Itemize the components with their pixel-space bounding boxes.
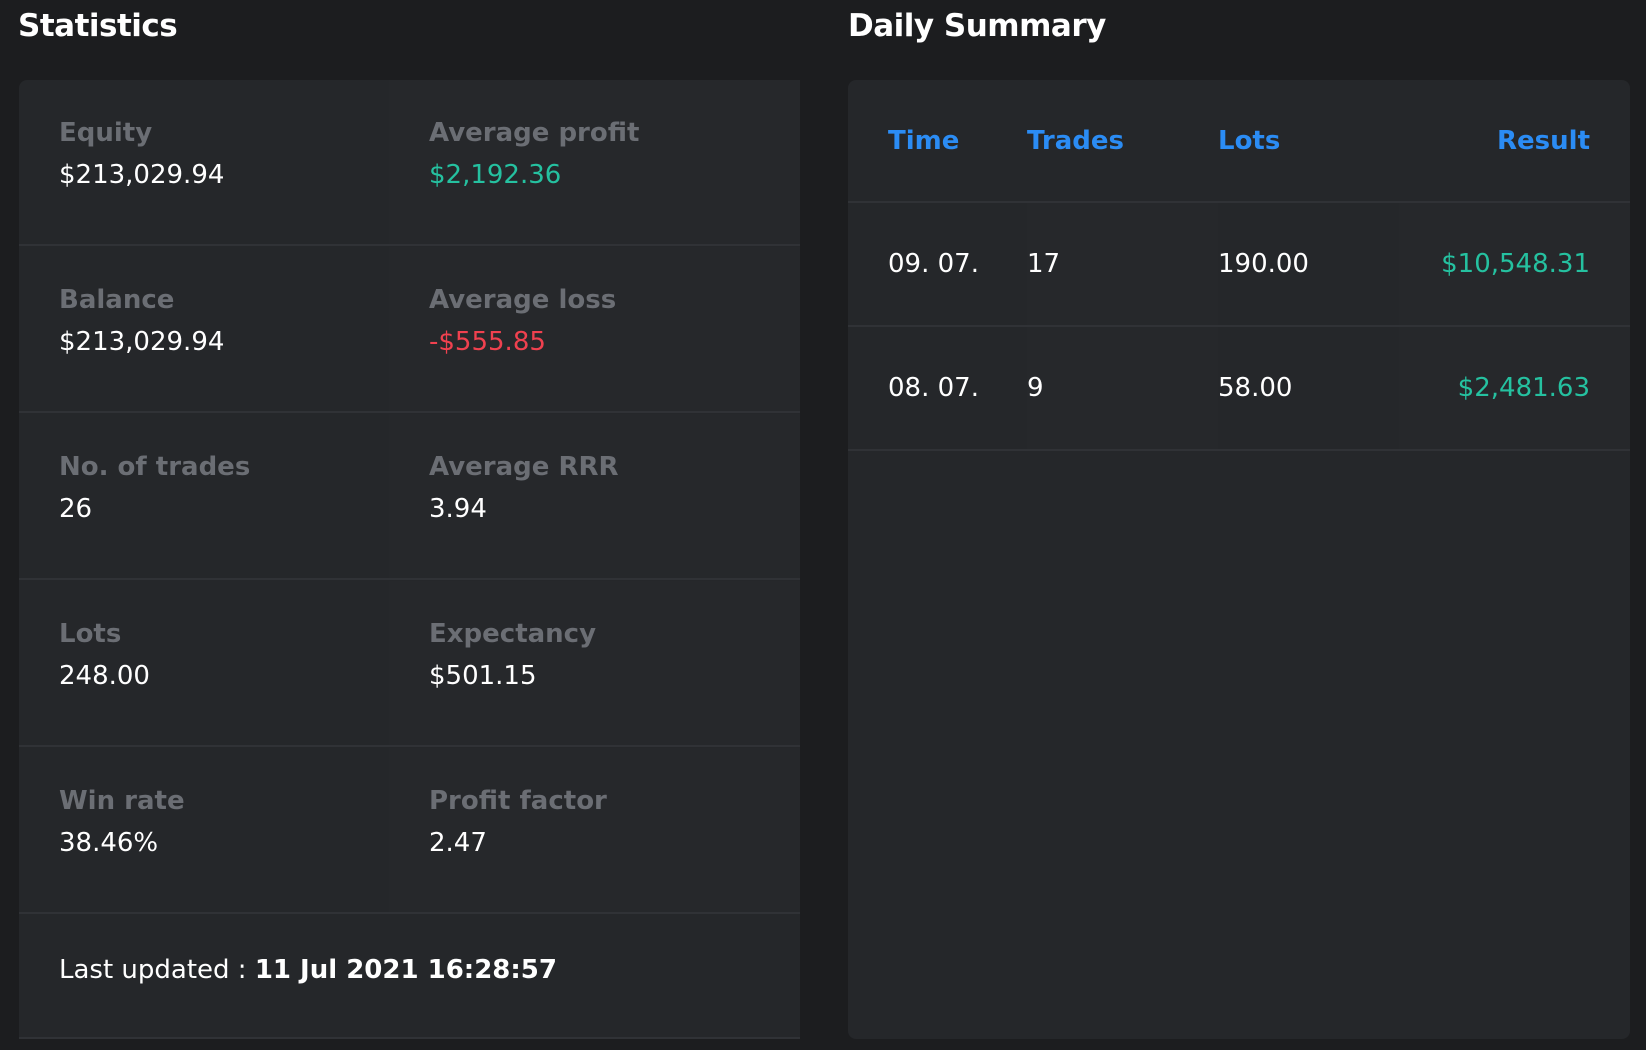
stat-label: Lots: [59, 619, 122, 649]
daily-summary-panel: Time Trades Lots Result 09. 07. 17 190.00 $…: [848, 80, 1630, 1039]
daily-summary-table: Time Trades Lots Result 09. 07. 17 190.00 $…: [848, 80, 1630, 451]
last-updated-label: Last updated :: [59, 955, 255, 985]
stat-label: Average profit: [429, 118, 640, 148]
column-header-lots[interactable]: Lots: [1218, 80, 1399, 203]
stat-row: Balance $213,029.94 Average loss -$555.85: [19, 247, 800, 413]
stat-row: Win rate 38.46% Profit factor 2.47: [19, 748, 800, 914]
stat-no-of-trades: No. of trades 26: [19, 414, 389, 578]
stat-profit-factor: Profit factor 2.47: [389, 748, 800, 912]
cell-trades: 17: [1027, 202, 1218, 327]
stat-balance: Balance $213,029.94: [19, 247, 389, 411]
stat-lots: Lots 248.00: [19, 581, 389, 745]
column-header-result[interactable]: Result: [1399, 80, 1630, 203]
stat-label: Expectancy: [429, 619, 597, 649]
stat-label: Win rate: [59, 786, 185, 816]
stat-equity: Equity $213,029.94: [19, 80, 389, 244]
cell-time: 09. 07.: [848, 202, 1027, 327]
last-updated: Last updated : 11 Jul 2021 16:28:57: [59, 955, 557, 985]
last-updated-value: 11 Jul 2021 16:28:57: [254, 955, 557, 985]
stat-value: 3.94: [429, 494, 487, 524]
cell-trades: 9: [1027, 326, 1218, 451]
stat-label: Balance: [59, 285, 175, 315]
cell-result: $10,548.31: [1399, 202, 1630, 327]
cell-time: 08. 07.: [848, 326, 1027, 451]
stat-value: $501.15: [429, 661, 537, 691]
stat-label: No. of trades: [59, 452, 251, 482]
stat-value: 248.00: [59, 661, 150, 691]
stat-row: Lots 248.00 Expectancy $501.15: [19, 581, 800, 747]
stat-value: $2,192.36: [429, 160, 562, 190]
table-row[interactable]: 09. 07. 17 190.00 $10,548.31: [848, 202, 1630, 327]
cell-lots: 190.00: [1218, 202, 1399, 327]
stat-average-loss: Average loss -$555.85: [389, 247, 800, 411]
stat-value: -$555.85: [429, 327, 546, 357]
stat-value: 26: [59, 494, 93, 524]
stat-value: $213,029.94: [59, 327, 225, 357]
cell-result: $2,481.63: [1399, 326, 1630, 451]
daily-summary-title: Daily Summary: [848, 8, 1106, 44]
table-header-row: Time Trades Lots Result: [848, 80, 1630, 203]
stat-average-profit: Average profit $2,192.36: [389, 80, 800, 244]
stat-value: 38.46%: [59, 828, 159, 858]
column-header-trades[interactable]: Trades: [1027, 80, 1218, 203]
stat-row: No. of trades 26 Average RRR 3.94: [19, 414, 800, 580]
stat-average-rrr: Average RRR 3.94: [389, 414, 800, 578]
table-row[interactable]: 08. 07. 9 58.00 $2,481.63: [848, 326, 1630, 451]
stat-label: Profit factor: [429, 786, 607, 816]
stat-win-rate: Win rate 38.46%: [19, 748, 389, 912]
stat-label: Average RRR: [429, 452, 619, 482]
cell-lots: 58.00: [1218, 326, 1399, 451]
last-updated-row: Last updated : 11 Jul 2021 16:28:57: [19, 915, 800, 1039]
stat-expectancy: Expectancy $501.15: [389, 581, 800, 745]
stat-label: Equity: [59, 118, 153, 148]
stat-value: $213,029.94: [59, 160, 225, 190]
stat-value: 2.47: [429, 828, 487, 858]
column-header-time[interactable]: Time: [848, 80, 1027, 203]
stat-row: Equity $213,029.94 Average profit $2,192.36: [19, 80, 800, 246]
statistics-panel: Equity $213,029.94 Average profit $2,192.36…: [19, 80, 800, 1039]
stat-label: Average loss: [429, 285, 617, 315]
statistics-title: Statistics: [18, 8, 178, 44]
